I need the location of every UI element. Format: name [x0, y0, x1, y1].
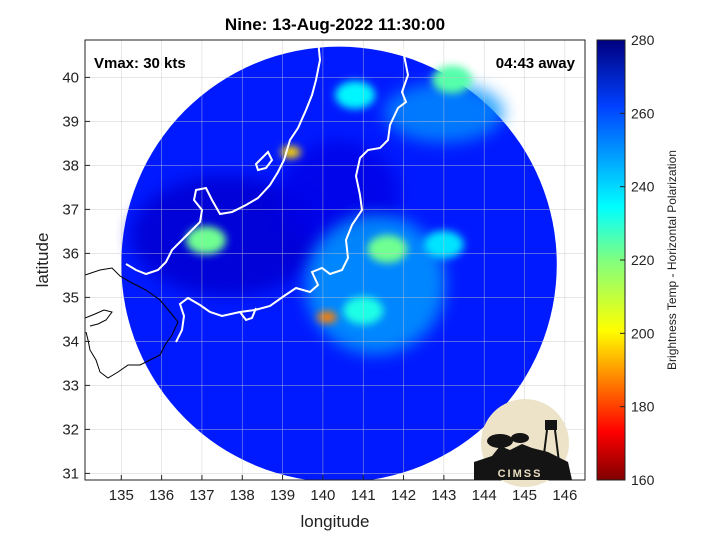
cold-region	[131, 175, 322, 296]
colorbar-tick-label: 180	[631, 399, 655, 415]
logo-tower-leg-right	[554, 429, 560, 463]
x-tick-label: 144	[472, 487, 497, 504]
logo-tower-leg-left	[542, 429, 548, 463]
plot-frame	[84, 39, 586, 481]
y-tick-label: 31	[62, 465, 79, 482]
coastline-honshu-sea-side	[125, 40, 322, 276]
colorbar-tick-label: 240	[631, 179, 655, 195]
x-tick-label: 138	[230, 487, 255, 504]
grid-lines	[85, 40, 585, 480]
x-tick-label: 141	[351, 487, 376, 504]
colorbar-ticks: 160 180 200 220 240 260 280	[620, 32, 655, 488]
y-tick-label: 36	[62, 245, 79, 262]
storm-envelope	[305, 214, 446, 355]
colorbar-tick-label: 260	[631, 105, 655, 121]
plot-area: 135 136 137 138 139 140 141 142 143 144 145 146 313…	[33, 39, 586, 531]
colorbar-tick-label: 220	[631, 252, 655, 268]
x-tick-label: 137	[189, 487, 214, 504]
y-tick-label: 37	[62, 201, 79, 218]
logo-tower-top	[545, 420, 557, 430]
y-tick-label: 34	[62, 333, 79, 350]
bt-feature-1	[367, 235, 408, 263]
bt-feature-5	[335, 81, 376, 109]
vmax-annotation: Vmax: 30 kts	[94, 55, 186, 72]
x-tick-label: 139	[270, 487, 295, 504]
colorbar-tick-label: 200	[631, 325, 655, 341]
y-tick-label: 40	[62, 69, 79, 86]
bt-feature-0	[316, 311, 337, 324]
x-axis-label: longitude	[300, 512, 369, 531]
x-axis-ticks: 135 136 137 138 139 140 141 142 143 144 145 146	[109, 475, 577, 504]
coastline-izu-peninsula	[239, 307, 257, 322]
x-tick-label: 135	[109, 487, 134, 504]
x-tick-label: 146	[552, 487, 577, 504]
y-tick-label: 39	[62, 113, 79, 130]
logo-silhouette	[474, 444, 572, 480]
coastline-west	[85, 267, 179, 379]
bt-feature-3	[280, 146, 301, 159]
logo-text: CIMSS	[498, 468, 543, 480]
brightness-temp-swath	[121, 46, 557, 480]
y-tick-label: 35	[62, 289, 79, 306]
y-axis-ticks: 31 32 33 34 35 36 37 38 39 40	[62, 69, 90, 482]
x-tick-label: 142	[391, 487, 416, 504]
y-tick-label: 38	[62, 157, 79, 174]
bt-feature-6	[185, 226, 226, 255]
y-tick-label: 32	[62, 421, 79, 438]
y-tick-label: 33	[62, 377, 79, 394]
logo-dish-small	[511, 433, 529, 443]
x-tick-label: 143	[431, 487, 456, 504]
coastline-honshu-pacific-side	[175, 40, 410, 343]
colorbar-tick-label: 160	[631, 472, 655, 488]
cimss-logo: CIMSS	[474, 399, 572, 487]
logo-dish	[487, 434, 513, 448]
x-tick-label: 145	[512, 487, 537, 504]
colorbar-label: Brightness Temp - Horizontal Polarizatio…	[665, 150, 679, 370]
y-axis-label: latitude	[33, 233, 52, 288]
colorbar: 160 180 200 220 240 260 280 Brightness Temp - …	[596, 32, 679, 488]
coastline-outlines	[85, 40, 410, 379]
chart-title: Nine: 13-Aug-2022 11:30:00	[225, 15, 445, 34]
x-tick-label: 136	[149, 487, 174, 504]
colorbar-tick-label: 280	[631, 32, 655, 48]
time-away-annotation: 04:43 away	[496, 55, 576, 72]
coastline-sado-island	[254, 150, 274, 172]
bt-feature-4	[431, 65, 472, 94]
x-tick-label: 140	[310, 487, 335, 504]
